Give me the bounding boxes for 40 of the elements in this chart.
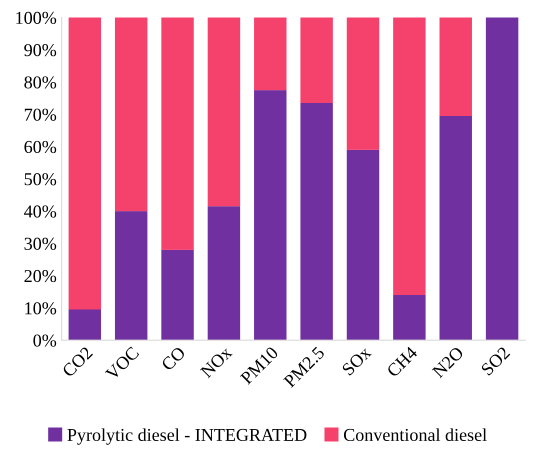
x-tick-label: SO2 xyxy=(480,346,510,376)
y-tick-label: 50% xyxy=(24,173,56,186)
bar xyxy=(68,310,102,340)
bar xyxy=(208,18,240,206)
x-tick-label: VOC xyxy=(104,346,140,381)
y-tick-label: 90% xyxy=(24,44,56,56)
bar xyxy=(254,90,287,340)
y-tick-label: 40% xyxy=(24,205,56,218)
y-tick-label: 0% xyxy=(33,334,56,347)
x-tick-label: CO xyxy=(160,346,186,372)
x-tick-label: CH4 xyxy=(386,346,418,378)
x-tick-label: N2O xyxy=(432,346,464,379)
bar xyxy=(393,295,426,340)
y-tick-label: 70% xyxy=(24,108,56,121)
x-tick-label: CO2 xyxy=(62,346,94,378)
y-tick-label: 30% xyxy=(24,238,56,250)
x-tick-label: SOx xyxy=(342,346,372,376)
bar xyxy=(393,18,426,296)
y-tick-label: 60% xyxy=(24,140,56,154)
x-tick-label: NOx xyxy=(200,346,233,379)
legend-label: Conventional diesel xyxy=(344,428,487,442)
y-tick-label: 100% xyxy=(16,12,56,24)
legend-label: Pyrolytic diesel - INTEGRATED xyxy=(67,428,306,445)
bar xyxy=(161,250,194,340)
bar xyxy=(346,150,380,340)
bar xyxy=(114,18,148,212)
bar xyxy=(440,116,472,340)
bar xyxy=(346,18,380,150)
bar xyxy=(161,18,194,250)
y-tick-label: 80% xyxy=(24,76,56,89)
bar xyxy=(300,103,333,340)
bar xyxy=(254,18,287,90)
y-tick-label: 20% xyxy=(24,270,56,282)
bar xyxy=(68,18,102,310)
bar xyxy=(440,18,472,116)
bar xyxy=(208,206,240,340)
bar xyxy=(300,18,333,104)
y-tick-label: 10% xyxy=(25,302,56,314)
bar xyxy=(114,211,148,340)
bar xyxy=(486,18,518,340)
